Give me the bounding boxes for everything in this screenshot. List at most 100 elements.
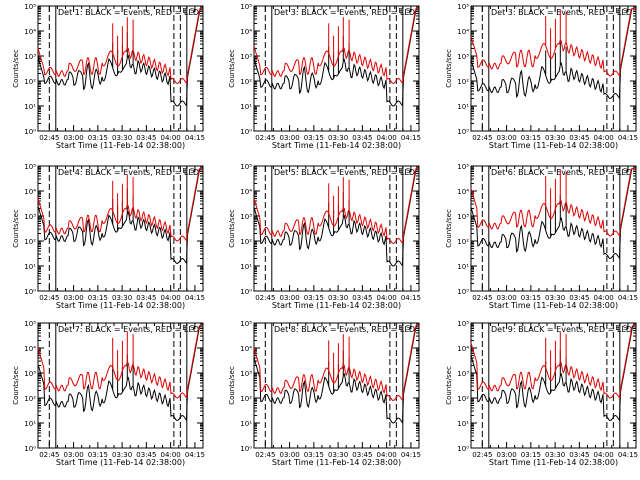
- y-tick-label: 10⁵: [240, 3, 252, 11]
- x-tick-label: 04:00: [161, 134, 181, 142]
- series-lld: [253, 325, 419, 402]
- y-tick-label: 10⁵: [24, 3, 36, 11]
- x-tick-label: 03:30: [328, 134, 348, 142]
- marker-label: E: [182, 167, 186, 175]
- subplot-det-1: Det 1: BLACK = Events, RED = LLD 10⁰ 10¹ 10…: [12, 3, 205, 150]
- marker-label: E: [398, 167, 402, 175]
- x-tick-label: 03:30: [112, 134, 132, 142]
- series-lld: [470, 325, 636, 399]
- x-tick-label: 03:45: [352, 134, 372, 142]
- y-tick-label: 10²: [457, 238, 469, 246]
- plot-title: Det 6: BLACK = Events, RED = LLD: [491, 168, 632, 177]
- x-tick-label: 04:15: [401, 134, 421, 142]
- x-tick-label: 03:45: [569, 451, 589, 459]
- x-axis-label: Start Time (11-Feb-14 02:38:00): [272, 301, 401, 310]
- x-tick-label: 03:30: [112, 294, 132, 302]
- plot-title: Det 4: BLACK = Events, RED = LLD: [58, 168, 199, 177]
- y-tick-label: 10⁴: [24, 345, 36, 353]
- series-lld: [470, 8, 636, 77]
- y-tick-label: 10³: [24, 213, 36, 221]
- x-tick-label: 03:30: [545, 294, 565, 302]
- series-events: [470, 325, 636, 422]
- plot-title: Det 5: BLACK = Events, RED = LLD: [274, 168, 415, 177]
- y-tick-label: 10²: [240, 238, 252, 246]
- plot-frame: [253, 322, 420, 449]
- subplot-det-3: Det 3: BLACK = Events, RED = LLD 10⁰ 10¹ 10…: [445, 3, 638, 150]
- plot-frame: [37, 5, 204, 132]
- x-tick-label: 04:00: [377, 451, 397, 459]
- x-tick-label: 03:45: [352, 451, 372, 459]
- y-tick-label: 10¹: [24, 103, 36, 111]
- y-tick-label: 10²: [24, 395, 36, 403]
- y-tick-label: 10⁰: [457, 288, 469, 296]
- marker-label: E: [182, 324, 186, 332]
- y-tick-label: 10⁵: [457, 3, 469, 11]
- y-axis-label: Counts/sec: [12, 366, 20, 405]
- x-tick-label: 04:15: [618, 451, 638, 459]
- series-events: [37, 168, 203, 265]
- series-lld: [253, 8, 419, 85]
- y-tick-label: 10⁴: [457, 188, 469, 196]
- y-tick-label: 10⁰: [240, 128, 252, 136]
- y-tick-label: 10²: [24, 238, 36, 246]
- y-tick-label: 10⁰: [24, 288, 36, 296]
- y-tick-label: 10¹: [24, 263, 36, 271]
- subplot-det-8: Det 8: BLACK = Events, RED = LLD 10⁰ 10¹ 10…: [228, 320, 421, 467]
- plot-title: Det 8: BLACK = Events, RED = LLD: [274, 325, 415, 334]
- y-tick-label: 10⁰: [240, 288, 252, 296]
- series-lld: [253, 168, 419, 245]
- y-tick-label: 10⁵: [240, 163, 252, 171]
- series-events: [470, 168, 636, 260]
- y-tick-label: 10³: [457, 53, 469, 61]
- marker-label: E: [615, 167, 619, 175]
- x-axis-label: Start Time (11-Feb-14 02:38:00): [56, 301, 185, 310]
- plot-frame: [253, 5, 420, 132]
- plot-title: Det 3: BLACK = Events, RED = LLD: [274, 8, 415, 17]
- y-tick-label: 10¹: [457, 103, 469, 111]
- x-tick-label: 03:15: [88, 451, 108, 459]
- x-tick-label: 03:45: [569, 294, 589, 302]
- y-axis-label: Counts/sec: [228, 49, 236, 88]
- x-tick-label: 03:00: [279, 294, 299, 302]
- marker-label: S: [190, 324, 195, 332]
- x-tick-label: 04:15: [185, 451, 205, 459]
- x-tick-label: 03:00: [496, 451, 516, 459]
- x-tick-label: 03:15: [304, 451, 324, 459]
- y-tick-label: 10²: [457, 395, 469, 403]
- y-tick-label: 10³: [457, 213, 469, 221]
- x-tick-label: 04:15: [401, 451, 421, 459]
- x-tick-label: 02:45: [39, 134, 59, 142]
- x-tick-label: 03:45: [136, 451, 156, 459]
- subplot-det-9: Det 9: BLACK = Events, RED = LLD 10⁰ 10¹ 10…: [445, 320, 638, 467]
- x-tick-label: 03:30: [328, 294, 348, 302]
- x-tick-label: 03:30: [545, 134, 565, 142]
- x-axis-label: Start Time (11-Feb-14 02:38:00): [272, 458, 401, 467]
- x-tick-label: 03:15: [304, 134, 324, 142]
- x-axis-label: Start Time (11-Feb-14 02:38:00): [272, 141, 401, 150]
- y-tick-label: 10⁴: [240, 188, 252, 196]
- x-tick-label: 03:15: [521, 451, 541, 459]
- y-tick-label: 10⁵: [457, 163, 469, 171]
- subplot-det-5: Det 5: BLACK = Events, RED = LLD 10⁰ 10¹ 10…: [228, 163, 421, 310]
- x-tick-label: 04:15: [185, 294, 205, 302]
- x-tick-label: 03:45: [136, 294, 156, 302]
- x-tick-label: 03:30: [112, 451, 132, 459]
- marker-label: S: [623, 167, 628, 175]
- x-tick-label: 04:00: [161, 294, 181, 302]
- plot-frame: [253, 165, 420, 292]
- plot-frame: [470, 5, 637, 132]
- y-tick-label: 10⁰: [24, 128, 36, 136]
- x-tick-label: 03:00: [63, 294, 83, 302]
- x-tick-label: 03:00: [63, 134, 83, 142]
- y-tick-label: 10³: [457, 370, 469, 378]
- x-tick-label: 03:30: [545, 451, 565, 459]
- y-axis-label: Counts/sec: [228, 209, 236, 248]
- x-tick-label: 03:15: [88, 294, 108, 302]
- y-tick-label: 10⁰: [457, 128, 469, 136]
- y-tick-label: 10⁰: [240, 445, 252, 453]
- plot-frame: [37, 322, 204, 449]
- marker-label: S: [623, 7, 628, 15]
- y-axis-label: Counts/sec: [12, 49, 20, 88]
- x-tick-label: 02:45: [472, 294, 492, 302]
- plot-title: Det 9: BLACK = Events, RED = LLD: [491, 325, 632, 334]
